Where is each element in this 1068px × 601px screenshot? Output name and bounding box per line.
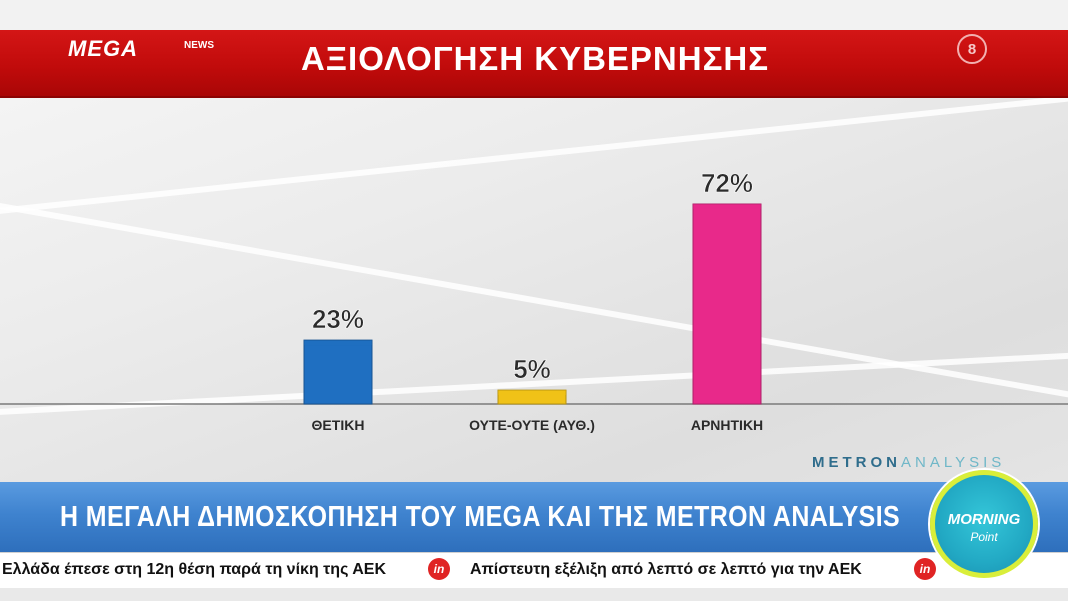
- bottom-strip: [0, 588, 1068, 601]
- channel-badge: 8: [957, 34, 987, 64]
- header-bar: [0, 30, 1068, 98]
- morning-point-title: MORNING: [947, 511, 1021, 528]
- ticker-item[interactable]: Απίστευτη εξέλιξη από λεπτό σε λεπτό για…: [470, 561, 862, 578]
- in-logo-icon: in: [914, 558, 936, 580]
- news-ticker: [0, 552, 1068, 588]
- bar-top-highlight: [498, 390, 566, 396]
- metron-brand-right: ANALYSIS: [901, 454, 1006, 471]
- morning-point-subtitle: Point: [970, 530, 998, 544]
- morning-point-badge: [930, 470, 1038, 578]
- bar-top-highlight: [693, 204, 761, 209]
- category-label: ΘΕΤΙΚΗ: [312, 417, 365, 433]
- bar-2: [692, 203, 762, 405]
- metron-analysis-logo: METRONANALYSIS: [812, 454, 1005, 471]
- bar-0: [303, 339, 373, 405]
- mega-news-label: NEWS: [184, 40, 214, 51]
- bar-value-label: 5%: [513, 354, 551, 384]
- page-title: ΑΞΙΟΛΟΓΗΣΗ ΚΥΒΕΡΝΗΣΗΣ: [300, 40, 770, 77]
- category-label: ΟΥΤΕ-ΟΥΤΕ (ΑΥΘ.): [469, 417, 595, 433]
- headline-banner: [0, 482, 1068, 552]
- category-label: ΑΡΝΗΤΙΚΗ: [691, 417, 763, 433]
- bar-value-label: 23%: [312, 304, 364, 334]
- top-strip: [0, 0, 1068, 30]
- bar-1: [497, 389, 567, 405]
- in-logo-icon: in: [428, 558, 450, 580]
- bar-top-highlight: [304, 340, 372, 346]
- bar-value-label: 72%: [701, 168, 753, 198]
- metron-brand-left: METRON: [812, 454, 901, 471]
- headline-text: Η ΜΕΓΑΛΗ ΔΗΜΟΣΚΟΠΗΣΗ ΤΟΥ MEGA ΚΑΙ ΤΗΣ ME…: [60, 501, 901, 533]
- ticker-item[interactable]: Ελλάδα έπεσε στη 12η θέση παρά τη νίκη τ…: [2, 561, 387, 578]
- mega-logo: MEGA: [68, 36, 138, 61]
